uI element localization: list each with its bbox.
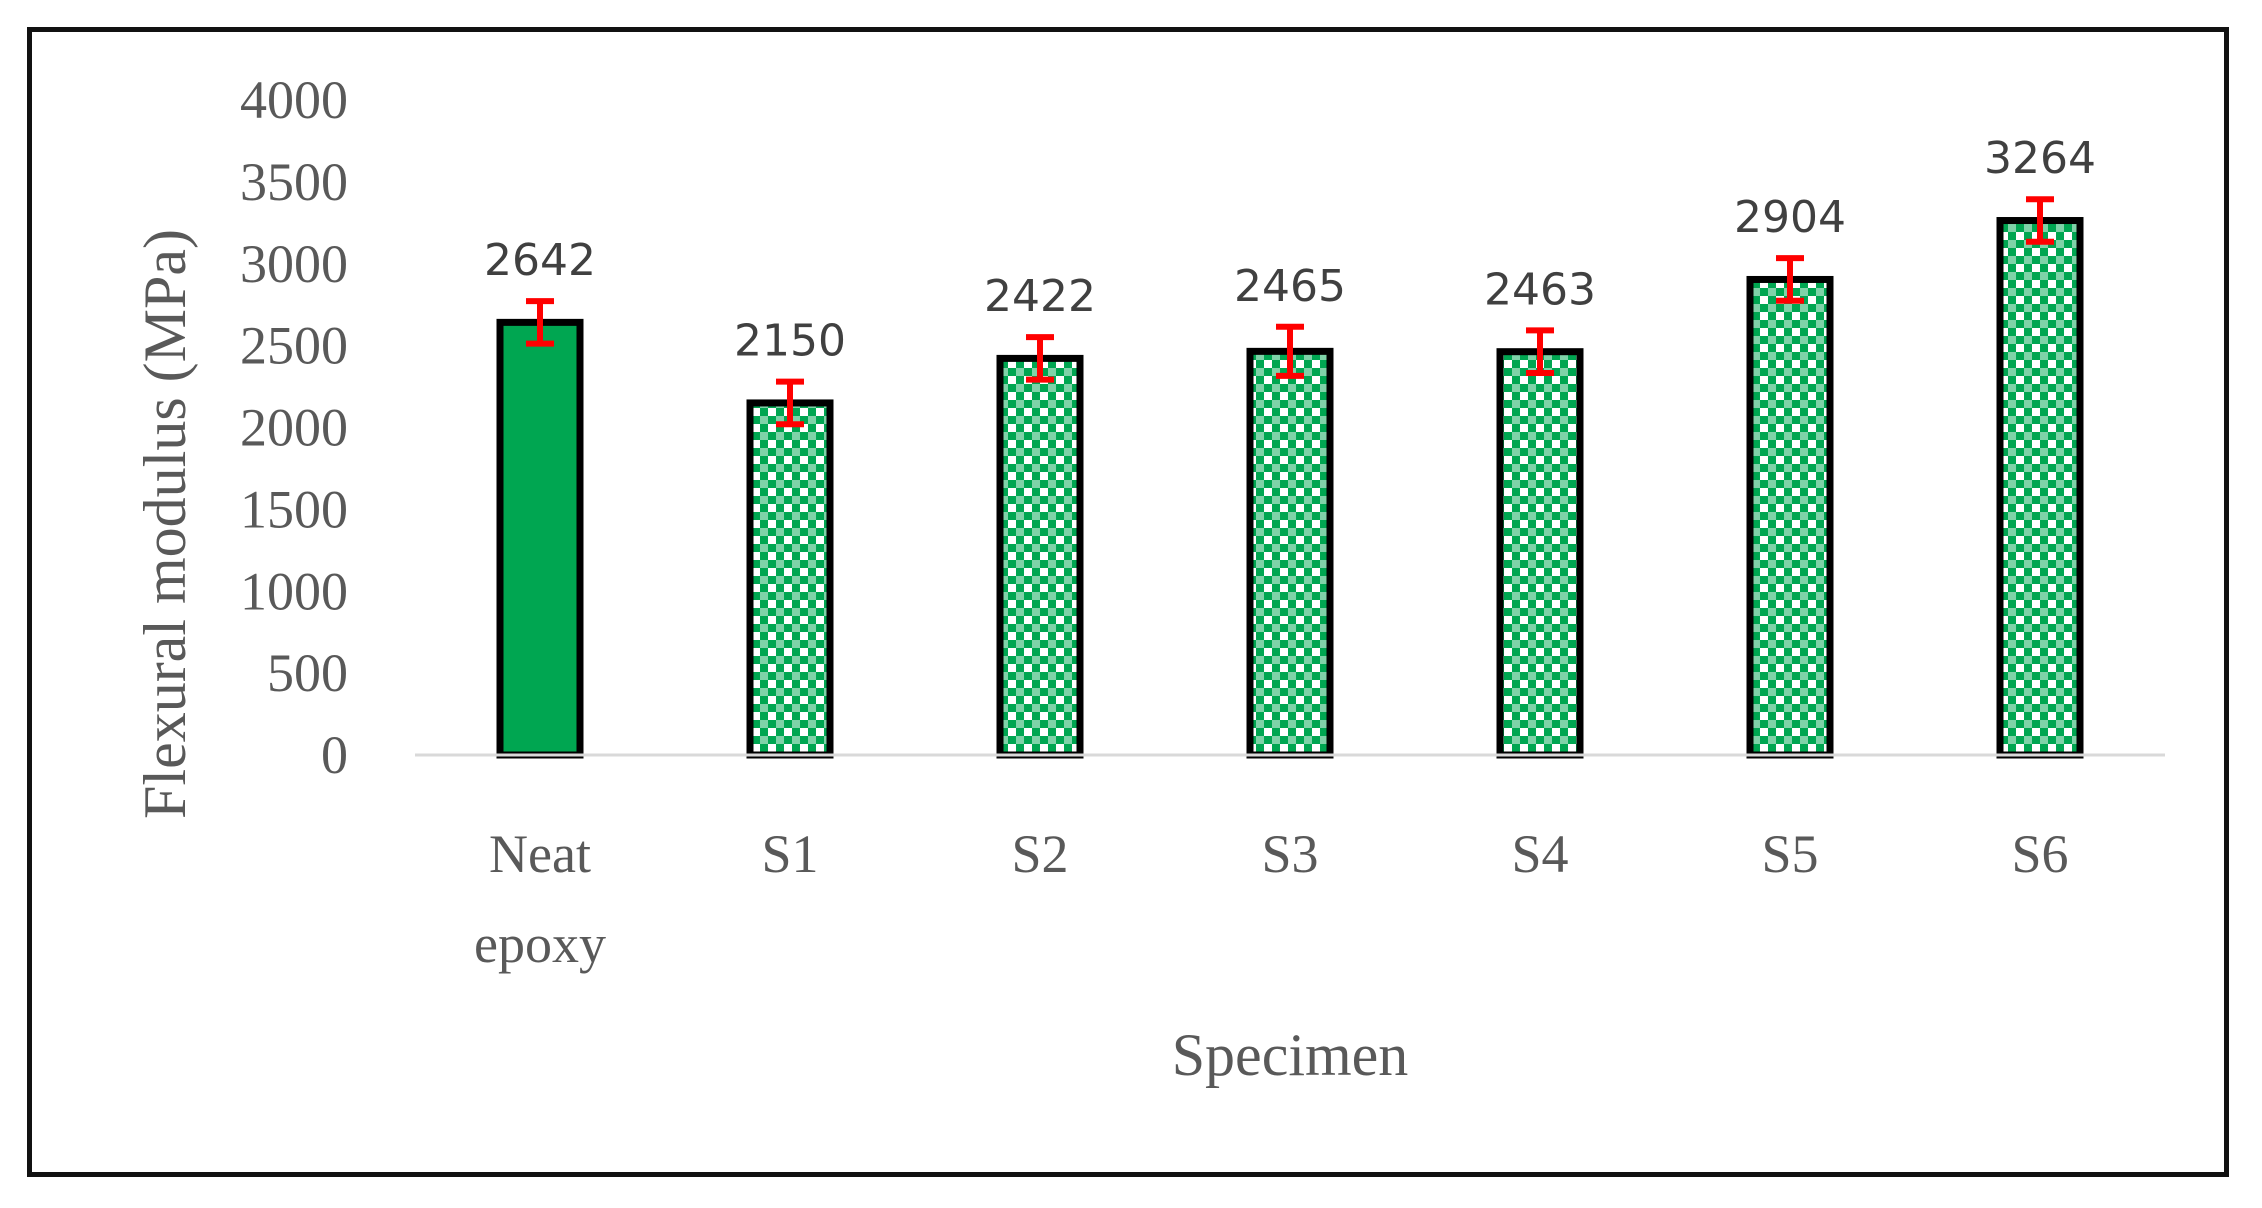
x-tick-label: epoxy <box>474 914 606 974</box>
bars: 2642 2150 2422 2465 2463 2904 3264 <box>484 133 2096 759</box>
x-axis-ticks: Neat epoxy S1 S2 S3 S4 S5 S6 <box>474 824 2069 974</box>
chart-frame <box>27 27 2229 1177</box>
bar <box>1746 275 1834 759</box>
y-tick-label: 3000 <box>240 234 348 294</box>
data-label: 2150 <box>734 316 846 367</box>
error-bar <box>1276 323 1304 379</box>
bar <box>1246 347 1334 759</box>
y-tick-label: 1500 <box>240 479 348 539</box>
data-label: 2465 <box>1234 261 1346 312</box>
x-tick-label: S6 <box>2011 824 2068 884</box>
bar <box>1496 348 1584 759</box>
data-label: 2422 <box>984 271 1096 322</box>
data-label: 2904 <box>1734 192 1846 243</box>
x-tick-label: S5 <box>1761 824 1818 884</box>
y-tick-label: 500 <box>267 643 348 703</box>
bar <box>996 354 1084 759</box>
y-tick-label: 2000 <box>240 398 348 458</box>
bar <box>1996 217 2084 759</box>
error-bar <box>1776 255 1804 304</box>
error-bar <box>526 298 554 347</box>
y-tick-label: 2500 <box>240 316 348 376</box>
y-axis-title: Flexural modulus (MPa) <box>132 229 198 819</box>
error-bar <box>1026 334 1054 383</box>
error-bar <box>776 378 804 428</box>
y-tick-label: 3500 <box>240 152 348 212</box>
data-label: 3264 <box>1984 133 2096 184</box>
x-tick-label: S2 <box>1011 824 1068 884</box>
error-bar <box>2026 196 2054 245</box>
x-tick-label: S3 <box>1261 824 1318 884</box>
y-tick-label: 0 <box>321 725 348 785</box>
y-tick-label: 1000 <box>240 561 348 621</box>
data-label: 2463 <box>1484 264 1596 315</box>
bar <box>496 318 584 759</box>
data-label: 2642 <box>484 235 596 286</box>
x-tick-label: S4 <box>1511 824 1568 884</box>
error-bar <box>1526 327 1554 376</box>
x-axis-title: Specimen <box>1172 1022 1409 1088</box>
bar <box>746 399 834 759</box>
y-tick-label: 4000 <box>240 70 348 130</box>
y-axis-ticks: 0 500 1000 1500 2000 2500 3000 3500 4000 <box>240 70 348 785</box>
x-tick-label: S1 <box>761 824 818 884</box>
x-tick-label: Neat <box>489 824 591 884</box>
